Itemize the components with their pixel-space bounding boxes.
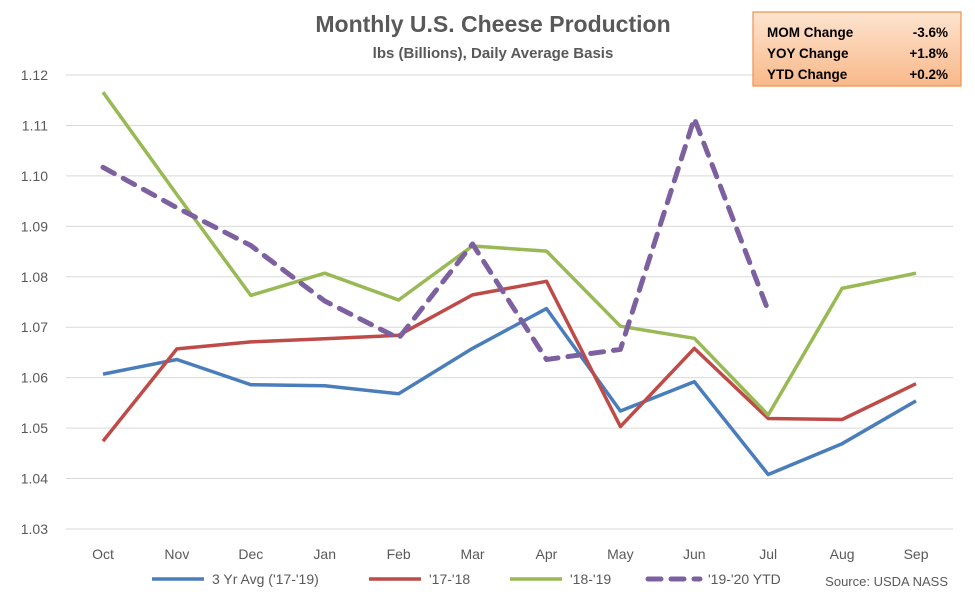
series-line-2 <box>101 91 917 417</box>
y-tick-label: 1.03 <box>21 521 48 537</box>
x-axis-ticks: Oct Nov Dec Jan Feb Mar Apr May Jun Jul Aug Sep <box>92 546 929 562</box>
chart-title: Monthly U.S. Cheese Production <box>315 11 670 37</box>
legend-label: '17-'18 <box>429 571 470 587</box>
y-tick-label: 1.05 <box>21 420 48 436</box>
y-tick-label: 1.11 <box>22 117 48 133</box>
x-tick-label: Apr <box>536 546 558 562</box>
x-tick-label: Sep <box>904 546 929 562</box>
stat-label: YOY Change <box>767 46 849 61</box>
stat-label: MOM Change <box>767 25 854 40</box>
y-tick-label: 1.08 <box>21 269 48 285</box>
x-tick-label: May <box>607 546 633 562</box>
series-line-1 <box>101 279 917 443</box>
stat-value: +0.2% <box>909 67 948 82</box>
x-tick-label: Dec <box>238 546 263 562</box>
source-note: Source: USDA NASS <box>825 574 948 589</box>
y-tick-label: 1.10 <box>21 168 48 184</box>
series-lines <box>100 91 917 477</box>
y-tick-label: 1.12 <box>21 67 48 83</box>
y-tick-label: 1.04 <box>21 471 48 487</box>
legend-label: '19-'20 YTD <box>708 571 781 587</box>
x-tick-label: Jul <box>759 546 777 562</box>
y-axis-ticks: 1.03 1.04 1.05 1.06 1.07 1.08 1.09 1.10 1.11 1.12 <box>21 67 48 537</box>
y-tick-label: 1.07 <box>21 319 48 335</box>
x-tick-label: Aug <box>830 546 855 562</box>
y-tick-label: 1.06 <box>21 370 48 386</box>
series-line-0 <box>102 306 917 477</box>
x-tick-label: Feb <box>387 546 411 562</box>
x-tick-label: Nov <box>164 546 189 562</box>
x-tick-label: Mar <box>460 546 484 562</box>
series-line-3 <box>100 115 771 362</box>
legend: 3 Yr Avg ('17-'19) '17-'18 '18-'19 '19-'20 … <box>152 571 781 587</box>
y-tick-label: 1.09 <box>21 218 48 234</box>
stats-box: MOM Change -3.6% YOY Change +1.8% YTD Change… <box>752 11 962 87</box>
stat-label: YTD Change <box>767 67 848 82</box>
legend-label: '18-'19 <box>570 571 611 587</box>
stat-value: +1.8% <box>909 46 948 61</box>
legend-label: 3 Yr Avg ('17-'19) <box>212 571 319 587</box>
stat-value: -3.6% <box>913 25 948 40</box>
stats-box-background <box>752 11 962 87</box>
x-tick-label: Jun <box>683 546 706 562</box>
x-tick-label: Oct <box>92 546 114 562</box>
chart-subtitle: lbs (Billions), Daily Average Basis <box>373 45 614 62</box>
x-tick-label: Jan <box>313 546 336 562</box>
